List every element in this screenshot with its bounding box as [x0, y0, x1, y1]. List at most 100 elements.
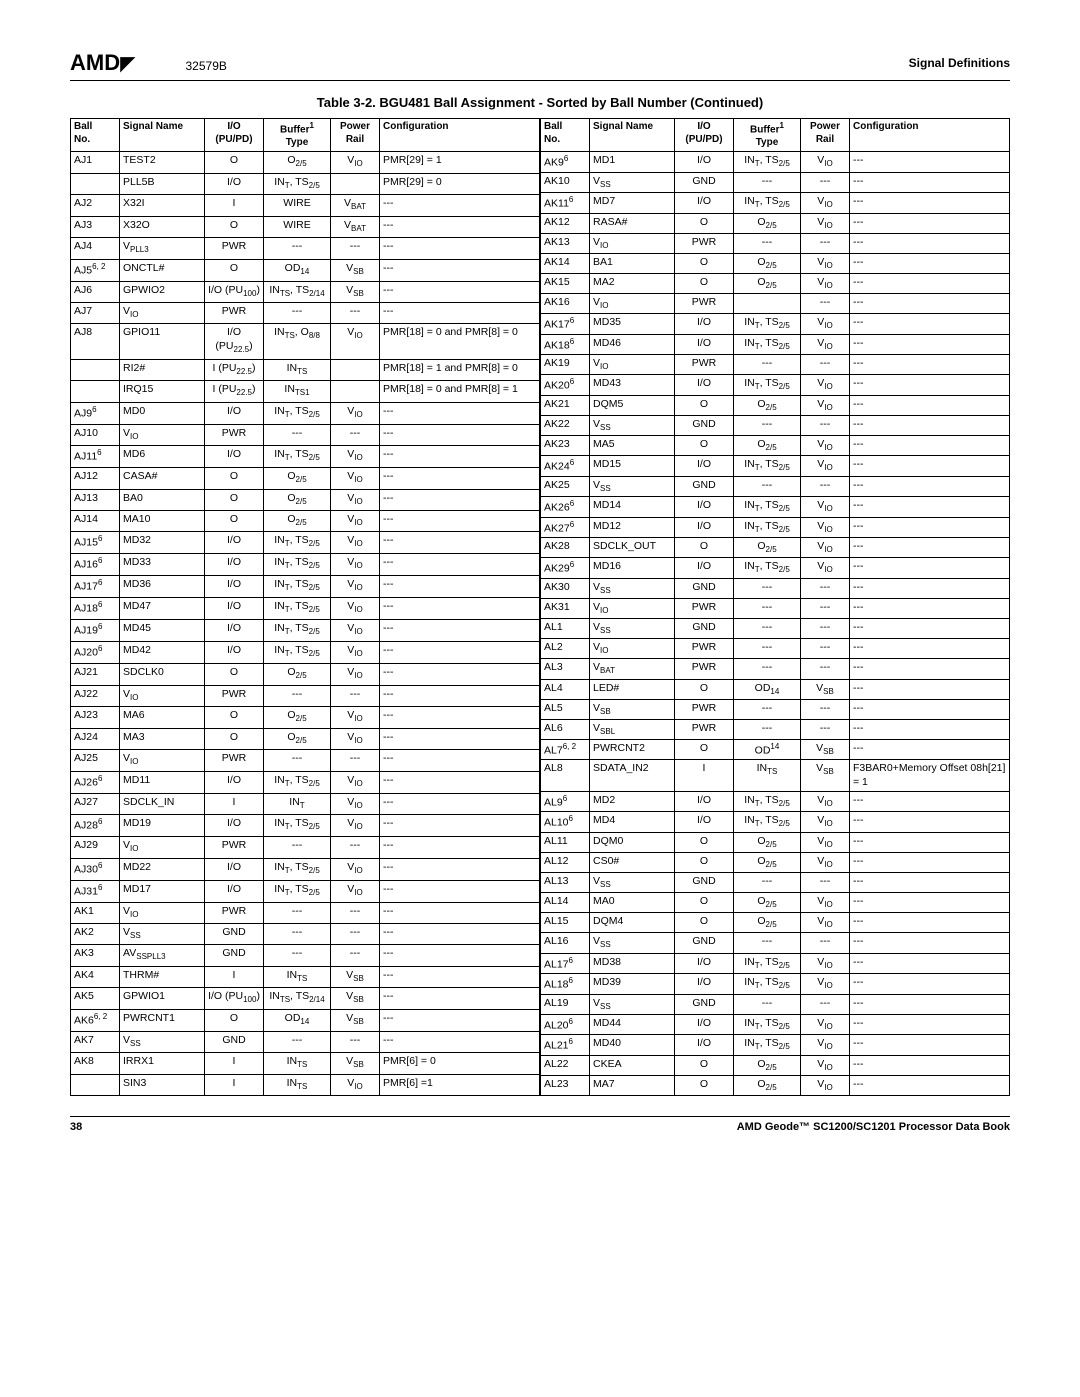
cell: VSB — [331, 966, 380, 987]
cell: AK1 — [71, 902, 120, 923]
table-row: AJ10VIOPWR--------- — [71, 424, 540, 445]
table-row: AK266MD14I/OINT, TS2/5VIO--- — [541, 497, 1010, 518]
table-row: AK12RASA#OO2/5VIO--- — [541, 213, 1010, 233]
cell: --- — [850, 1076, 1010, 1096]
cell: I/O — [205, 771, 264, 793]
cell: AVSSPLL3 — [120, 945, 205, 966]
cell: --- — [734, 599, 801, 619]
cell: O — [675, 436, 734, 456]
page-number: 38 — [70, 1121, 82, 1133]
cell: AL11 — [541, 832, 590, 852]
cell: --- — [380, 554, 540, 576]
col-io: I/O(PU/PD) — [675, 119, 734, 152]
cell: VIO — [801, 152, 850, 173]
cell: O2/5 — [734, 1056, 801, 1076]
cell: AJ3 — [71, 216, 120, 237]
cell: AK14 — [541, 253, 590, 273]
cell: --- — [380, 511, 540, 532]
cell: PMR[6] = 0 — [380, 1053, 540, 1074]
table-row: AK22VSSGND--------- — [541, 416, 1010, 436]
cell: --- — [380, 259, 540, 281]
cell: VIO — [120, 750, 205, 771]
cell: RI2# — [120, 359, 205, 380]
cell: --- — [380, 468, 540, 489]
cell: --- — [264, 685, 331, 706]
cell: MD12 — [590, 517, 675, 538]
cell: I/O — [675, 497, 734, 518]
table-row: AJ196MD45I/OINT, TS2/5VIO--- — [71, 620, 540, 642]
cell: O2/5 — [734, 1076, 801, 1096]
cell: AL5 — [541, 699, 590, 719]
cell: AL106 — [541, 812, 590, 833]
cell: I/O — [205, 858, 264, 880]
cell: AL1 — [541, 619, 590, 639]
cell: O — [675, 253, 734, 273]
cell: VIO — [801, 913, 850, 933]
cell: --- — [734, 639, 801, 659]
cell: MD15 — [590, 456, 675, 477]
col-config: Configuration — [380, 119, 540, 152]
table-row: AJ25VIOPWR--------- — [71, 750, 540, 771]
table-row: AJ116MD6I/OINT, TS2/5VIO--- — [71, 446, 540, 468]
cell: O2/5 — [734, 538, 801, 558]
table-row: AK3AVSSPLL3GND--------- — [71, 945, 540, 966]
cell — [734, 294, 801, 314]
cell: VSS — [120, 923, 205, 944]
cell: --- — [380, 446, 540, 468]
cell: --- — [331, 1031, 380, 1052]
cell: MD46 — [590, 334, 675, 355]
cell: O — [205, 489, 264, 510]
cell: --- — [380, 1031, 540, 1052]
cell: GND — [675, 172, 734, 192]
cell: --- — [850, 172, 1010, 192]
cell: --- — [380, 489, 540, 510]
cell: OD14 — [264, 1009, 331, 1031]
cell: TEST2 — [120, 152, 205, 173]
cell: --- — [850, 739, 1010, 760]
cell: AJ56, 2 — [71, 259, 120, 281]
cell: MD14 — [590, 497, 675, 518]
cell: GND — [675, 579, 734, 599]
cell: INT, TS2/5 — [264, 554, 331, 576]
cell: --- — [850, 1014, 1010, 1035]
cell: INT, TS2/5 — [734, 193, 801, 214]
cell: INT, TS2/5 — [264, 771, 331, 793]
cell: VSS — [120, 1031, 205, 1052]
cell: --- — [801, 233, 850, 253]
cell: VIO — [801, 456, 850, 477]
cell: VIO — [801, 853, 850, 873]
cell: --- — [734, 719, 801, 739]
cell: VIO — [801, 436, 850, 456]
cell: MA10 — [120, 511, 205, 532]
cell: O — [675, 853, 734, 873]
cell: VPLL3 — [120, 238, 205, 259]
cell: --- — [380, 815, 540, 837]
cell: --- — [801, 355, 850, 375]
cell: --- — [734, 355, 801, 375]
table-row: IRQ15I (PU22.5)INTS1PMR[18] = 0 and PMR[… — [71, 381, 540, 402]
cell: --- — [850, 233, 1010, 253]
cell: VIO — [331, 402, 380, 424]
cell: --- — [264, 837, 331, 858]
cell: --- — [331, 902, 380, 923]
cell: MD33 — [120, 554, 205, 576]
cell: --- — [380, 195, 540, 216]
cell: AK276 — [541, 517, 590, 538]
cell: MD42 — [120, 642, 205, 664]
table-row: AJ1TEST2OO2/5VIOPMR[29] = 1 — [71, 152, 540, 173]
table-row: AJ4VPLL3PWR--------- — [71, 238, 540, 259]
cell: --- — [850, 619, 1010, 639]
cell: O2/5 — [734, 832, 801, 852]
table-row: AL3VBATPWR--------- — [541, 659, 1010, 679]
cell: GPWIO1 — [120, 988, 205, 1009]
cell: VIO — [331, 598, 380, 620]
cell: O2/5 — [264, 152, 331, 173]
cell: O2/5 — [264, 489, 331, 510]
cell: RASA# — [590, 213, 675, 233]
cell: AJ13 — [71, 489, 120, 510]
cell: I/O — [205, 532, 264, 554]
cell: AK31 — [541, 599, 590, 619]
table-row: AL1VSSGND--------- — [541, 619, 1010, 639]
cell: INT, TS2/5 — [264, 446, 331, 468]
table-row: AL186MD39I/OINT, TS2/5VIO--- — [541, 974, 1010, 995]
